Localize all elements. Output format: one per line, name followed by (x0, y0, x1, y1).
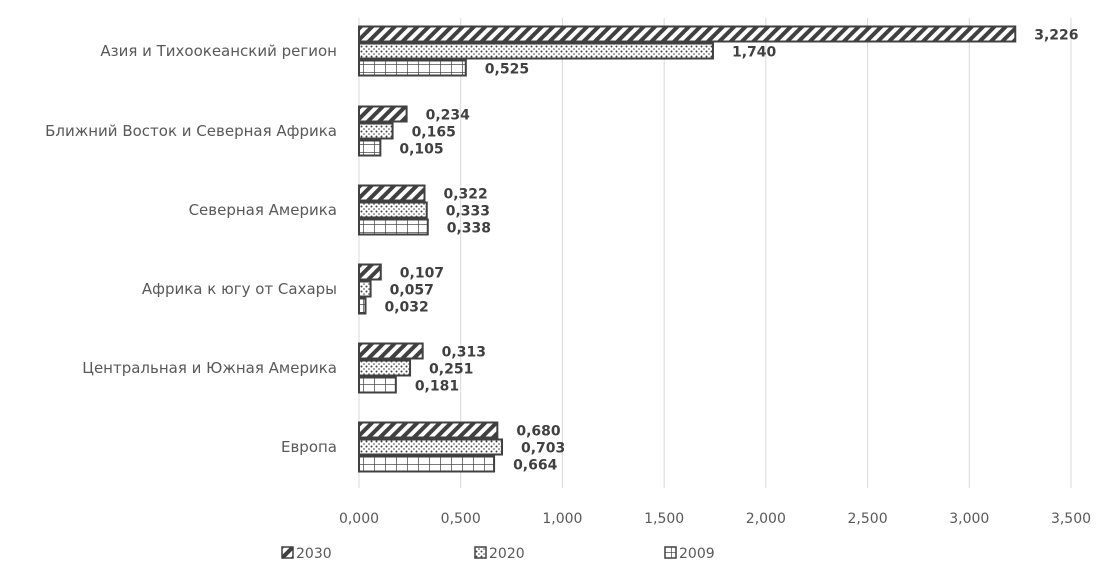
data-label: 0,181 (415, 379, 459, 395)
data-label: 1,740 (732, 45, 777, 61)
bar-2009 (358, 218, 429, 236)
bar-2030 (358, 105, 408, 123)
data-label: 0,703 (521, 441, 565, 457)
bar-2020 (358, 42, 714, 60)
legend-swatch-2009 (664, 546, 677, 559)
data-label: 0,664 (513, 458, 558, 474)
x-tick-label: 3,500 (1051, 511, 1091, 527)
legend-swatch-2020 (474, 546, 487, 559)
bar-2009 (358, 376, 397, 394)
x-tick-label: 2,000 (746, 511, 786, 527)
labels: 0,000 0,500 1,000 1,500 2,000 2,500 3,000 3,500… (45, 28, 1091, 528)
data-label: 0,234 (426, 108, 471, 124)
data-label: 0,107 (400, 266, 444, 282)
category-label: Ближний Восток и Северная Африка (45, 122, 337, 140)
x-tick-label: 1,500 (644, 511, 684, 527)
x-tick-label: 0,500 (441, 511, 481, 527)
data-label: 0,251 (429, 362, 473, 378)
bar-2009 (358, 139, 382, 157)
data-label: 0,313 (442, 345, 486, 361)
data-label: 0,165 (412, 125, 456, 141)
x-tick-label: 0,000 (339, 511, 379, 527)
bars (358, 25, 1017, 473)
legend-label: 2030 (296, 546, 332, 562)
bar-2030 (358, 421, 499, 439)
bar-2030 (358, 25, 1017, 43)
data-label: 0,057 (390, 283, 434, 299)
data-label: 3,226 (1034, 28, 1078, 44)
bar-2009 (358, 455, 496, 473)
legend-label: 2009 (679, 546, 715, 562)
bar-2030 (358, 184, 426, 202)
bar-2009 (358, 59, 467, 77)
category-label: Африка к югу от Сахары (142, 280, 337, 298)
data-label: 0,525 (485, 62, 529, 78)
bar-2030 (358, 342, 424, 360)
bar-2020 (358, 438, 504, 456)
category-label: Центральная и Южная Америка (82, 359, 337, 377)
bar-2009 (358, 297, 367, 315)
data-label: 0,680 (516, 424, 561, 440)
data-label: 0,333 (446, 204, 490, 220)
data-label: 0,032 (385, 300, 429, 316)
bar-2020 (358, 280, 372, 298)
gridlines (358, 18, 1072, 488)
category-label: Северная Америка (189, 201, 337, 219)
legend-swatch-2030 (281, 546, 294, 559)
legend: 2030 2020 2009 (281, 546, 715, 562)
legend-label: 2020 (489, 546, 525, 562)
bar-2020 (358, 359, 412, 377)
x-tick-label: 3,000 (949, 511, 989, 527)
bar-2020 (358, 201, 428, 219)
bar-2030 (358, 263, 382, 281)
data-label: 0,322 (444, 187, 488, 203)
category-label: Европа (281, 438, 337, 456)
x-tick-label: 2,500 (848, 511, 888, 527)
bar-2020 (358, 122, 394, 140)
data-label: 0,105 (399, 142, 443, 158)
x-tick-label: 1,000 (542, 511, 582, 527)
data-label: 0,338 (447, 221, 491, 237)
category-label: Азия и Тихоокеанский регион (100, 42, 337, 60)
